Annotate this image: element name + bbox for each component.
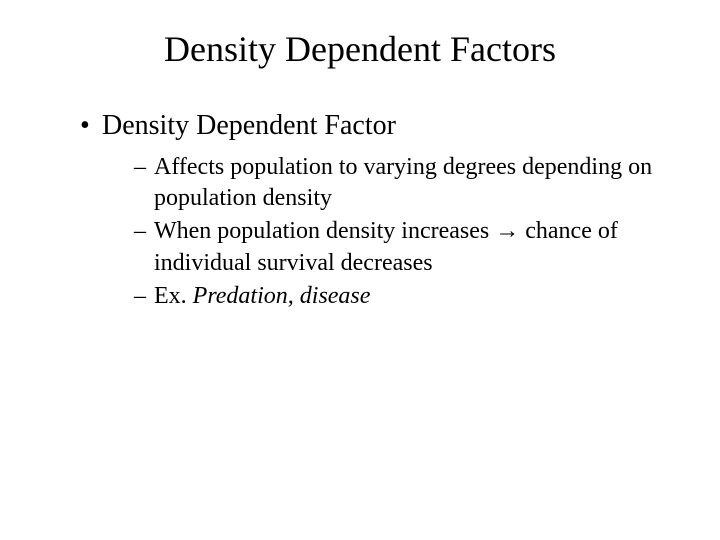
level1-text: Density Dependent Factor [102, 110, 396, 141]
level2-item-2: Ex. Predation, disease [134, 281, 670, 312]
level2-item-0: Affects population to varying degrees de… [134, 152, 670, 214]
level2-text-1-pre: When population density increases [154, 218, 495, 244]
arrow-icon: → [495, 218, 519, 244]
level2-item-1: When population density increases → chan… [134, 216, 670, 278]
slide-title: Density Dependent Factors [50, 28, 670, 70]
bullet-list-level2: Affects population to varying degrees de… [102, 152, 670, 312]
level2-text-2-italic: Predation, disease [193, 283, 371, 309]
level2-text-2-prefix: Ex. [154, 283, 193, 309]
bullet-list-level1: Density Dependent Factor Affects populat… [50, 110, 670, 312]
slide-container: Density Dependent Factors Density Depend… [0, 0, 720, 540]
level1-item: Density Dependent Factor Affects populat… [80, 110, 670, 312]
level2-text-0: Affects population to varying degrees de… [154, 154, 652, 211]
